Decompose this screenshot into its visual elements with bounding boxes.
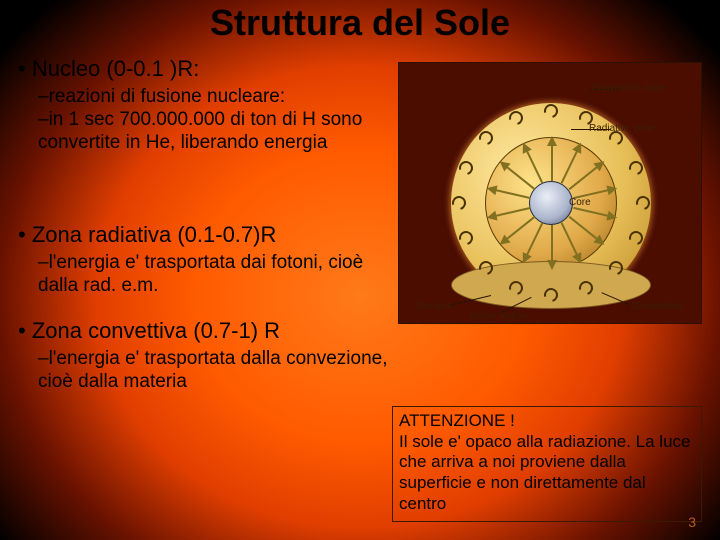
note-title: ATTENZIONE ! <box>399 411 695 432</box>
radiative-ray-icon <box>551 141 553 181</box>
heading-convettiva: • Zona convettiva (0.7-1) R <box>18 318 280 344</box>
slide: Struttura del Sole • Nucleo (0-0.1 )R: –… <box>0 0 720 540</box>
heading-radiativa: • Zona radiativa (0.1-0.7)R <box>18 222 276 248</box>
label-radiative-zone: Radiative zone <box>589 123 655 134</box>
page-title: Struttura del Sole <box>0 2 720 44</box>
attention-note: ATTENZIONE ! Il sole e' opaco alla radia… <box>392 406 702 522</box>
subtext-radiativa: –l'energia e' trasportata dai fotoni, ci… <box>38 252 388 298</box>
label-convection-zone: Convection zone <box>591 83 666 94</box>
subtext-nucleo: –reazioni di fusione nucleare: –in 1 sec… <box>38 86 378 154</box>
label-core: Core <box>569 197 591 208</box>
label-active-region: Active region <box>469 311 527 322</box>
sun-cutaway-diagram: Convection zone Radiative zone Core Sunspot… <box>398 62 702 324</box>
radiative-ray-icon <box>551 225 553 265</box>
page-number: 3 <box>688 514 696 530</box>
core <box>529 181 573 225</box>
heading-nucleo: • Nucleo (0-0.1 )R: <box>18 56 199 82</box>
label-granulation: Granulation <box>631 301 683 312</box>
note-body: Il sole e' opaco alla radiazione. La luc… <box>399 432 691 513</box>
label-sunspot: Sunspot <box>415 301 452 312</box>
subtext-convettiva: –l'energia e' trasportata dalla convezio… <box>38 348 388 394</box>
